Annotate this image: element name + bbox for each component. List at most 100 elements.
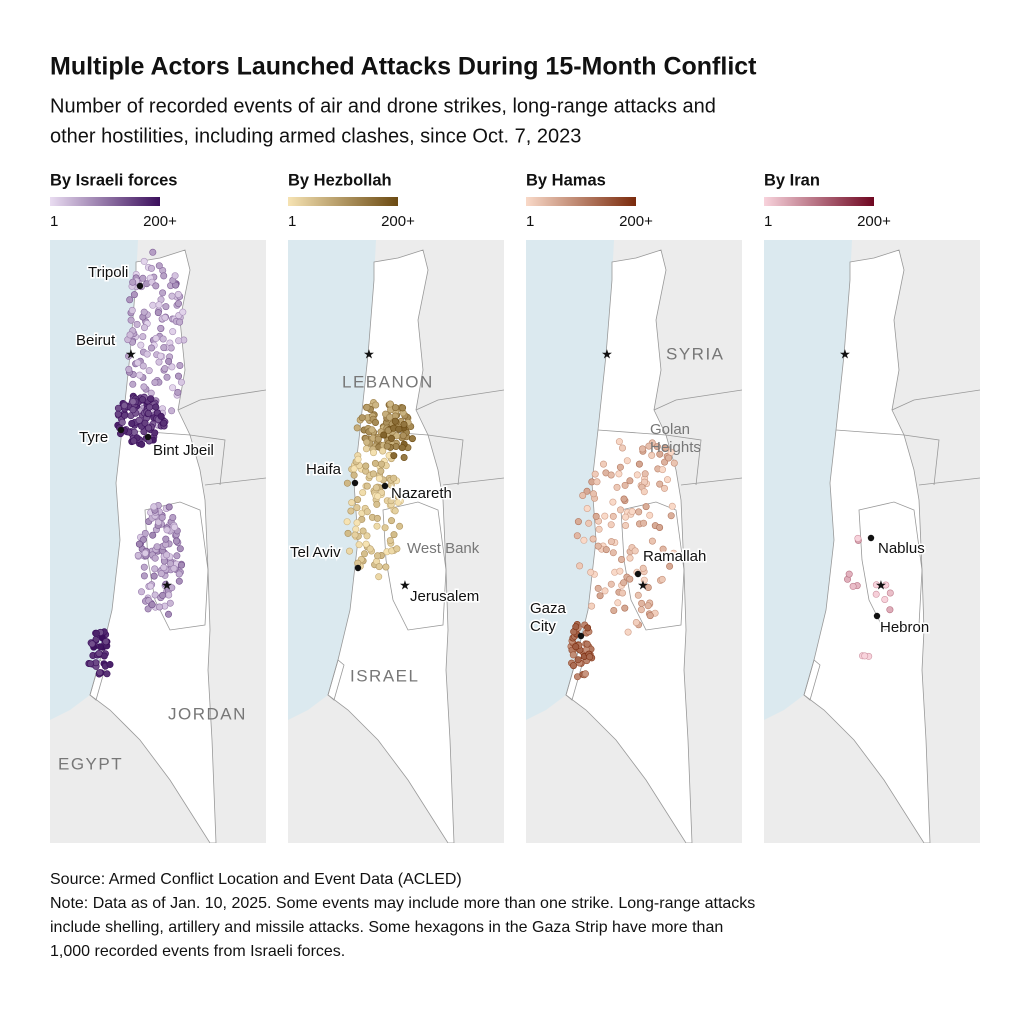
hexagon — [387, 497, 395, 505]
hexagon — [667, 448, 675, 456]
hexagon — [118, 418, 126, 426]
hexagon — [391, 417, 399, 425]
hexagon — [390, 452, 398, 460]
hexagon — [176, 545, 184, 553]
hexagon — [379, 447, 387, 455]
hexagon — [621, 481, 629, 489]
hexagon — [616, 463, 624, 471]
hexagon — [646, 612, 654, 620]
hexagon — [145, 367, 153, 375]
hexagon — [159, 335, 167, 343]
hexagon — [670, 549, 678, 557]
title: Multiple Actors Launched Attacks During … — [50, 53, 757, 81]
hexagon — [626, 554, 634, 562]
map-label: Bint Jbeil — [153, 442, 214, 459]
hexagon — [609, 549, 617, 557]
hexagon — [160, 563, 168, 571]
hexagon — [148, 264, 156, 272]
panel-title: By Hamas — [526, 171, 606, 189]
hexagon — [354, 496, 362, 504]
map-label: Tripoli — [88, 264, 128, 281]
hexagon — [667, 512, 675, 520]
hexagon — [174, 290, 182, 298]
hexagon — [168, 584, 176, 592]
city-dot — [867, 534, 875, 542]
hexagon — [639, 564, 647, 572]
hexagon — [580, 536, 588, 544]
legend-bar — [50, 197, 160, 206]
hexagon — [616, 567, 624, 575]
hexagon — [161, 314, 169, 322]
hexagon — [648, 451, 656, 459]
note: include shelling, artillery and missile … — [50, 919, 723, 936]
hexagon — [579, 492, 587, 500]
hexagon — [601, 587, 609, 595]
hexagon — [151, 554, 159, 562]
hexagon — [615, 438, 623, 446]
hexagon — [141, 549, 149, 557]
hexagon — [158, 513, 166, 521]
map-label: Ramallah — [643, 548, 706, 565]
hexagon — [666, 562, 674, 570]
hexagon — [139, 333, 147, 341]
legend-bar — [288, 197, 398, 206]
hexagon — [159, 591, 167, 599]
hexagon — [585, 519, 593, 527]
hexagon — [670, 459, 678, 467]
hexagon — [170, 564, 178, 572]
hexagon — [366, 545, 374, 553]
hexagon — [147, 582, 155, 590]
hexagon — [353, 424, 361, 432]
map-panel: ★ ★ Nablus Hebron — [764, 240, 980, 843]
hexagon — [640, 576, 648, 584]
hexagon — [574, 656, 582, 664]
hexagon — [165, 503, 173, 511]
hexagon — [140, 383, 148, 391]
hexagon — [398, 444, 406, 452]
hexagon — [396, 522, 404, 530]
hexagon — [569, 662, 577, 670]
hexagon — [160, 419, 168, 427]
hexagon — [640, 519, 648, 527]
legend-label: 200+ — [143, 213, 177, 230]
hexagon — [345, 547, 353, 555]
hexagon — [146, 403, 154, 411]
hexagon — [624, 628, 632, 636]
hexagon — [394, 498, 402, 506]
hexagon — [593, 478, 601, 486]
basemap — [526, 240, 742, 843]
hexagon — [619, 589, 627, 597]
city-dot — [354, 564, 362, 572]
hexagon — [607, 538, 615, 546]
hexagon — [169, 513, 177, 521]
legend-label: 200+ — [619, 213, 653, 230]
hexagon — [173, 537, 181, 545]
hexagon — [343, 518, 351, 526]
hexagon — [581, 670, 589, 678]
hexagon — [632, 618, 640, 626]
hexagon — [594, 584, 602, 592]
subtitle: other hostilities, including armed clash… — [50, 125, 581, 147]
hexagon — [373, 514, 381, 522]
hexagon — [849, 582, 857, 590]
panel-title: By Hezbollah — [288, 171, 392, 189]
hexagon — [662, 444, 670, 452]
hexagon — [121, 411, 129, 419]
hexagon — [161, 365, 169, 373]
hexagon — [361, 550, 369, 558]
hexagon — [166, 599, 174, 607]
hexagon — [157, 352, 165, 360]
hexagon — [141, 529, 149, 537]
hexagon — [151, 591, 159, 599]
hexagon — [665, 454, 673, 462]
hexagon — [569, 651, 577, 659]
hexagon — [621, 604, 629, 612]
hexagon — [157, 412, 165, 420]
hexagon — [372, 484, 380, 492]
hexagon — [368, 426, 376, 434]
hexagon — [136, 371, 144, 379]
hexagon — [375, 573, 383, 581]
hexagon — [179, 308, 187, 316]
hexagon — [601, 512, 609, 520]
